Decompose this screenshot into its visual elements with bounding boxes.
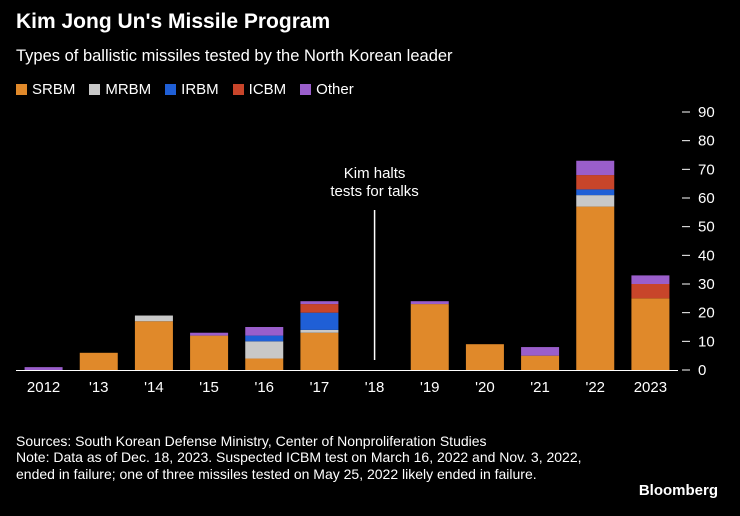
bar-segment-other	[300, 301, 339, 305]
bar-segment-other	[521, 347, 560, 356]
x-tick-label: '20	[475, 379, 495, 396]
bar-segment-mrbm	[300, 329, 339, 333]
bar-segment-other	[631, 275, 670, 284]
bar-segment-srbm	[631, 298, 670, 370]
legend-label-other: Other	[316, 81, 354, 98]
x-tick-label: 2012	[27, 379, 60, 396]
bar-segment-srbm	[465, 344, 504, 370]
y-tick-label: 60	[698, 190, 715, 207]
y-tick-label: 0	[698, 362, 706, 379]
bar-segment-srbm	[190, 335, 229, 370]
bar-segment-irbm	[300, 312, 339, 330]
y-tick-label: 30	[698, 276, 715, 293]
bar-segment-other	[410, 301, 449, 305]
legend-swatch-irbm	[165, 84, 177, 95]
bar-segment-srbm	[300, 332, 339, 370]
x-tick-label: '21	[530, 379, 550, 396]
legend-item-srbm: SRBM	[16, 81, 75, 98]
legend-item-irbm: IRBM	[165, 81, 219, 98]
legend-item-mrbm: MRBM	[89, 81, 151, 98]
y-tick-label: 20	[698, 305, 715, 322]
bar-segment-icbm	[631, 284, 670, 299]
y-tick-label: 50	[698, 219, 715, 236]
y-tick-label: 70	[698, 161, 715, 178]
annotation-text: tests for talks	[330, 183, 418, 200]
bar-segment-irbm	[576, 189, 615, 196]
x-tick-label: '18	[365, 379, 385, 396]
bar-segment-srbm	[245, 358, 284, 370]
y-tick-label: 10	[698, 333, 715, 350]
bar-segment-icbm	[300, 304, 339, 313]
bar-segment-other	[24, 367, 63, 370]
bar-segment-mrbm	[134, 315, 173, 322]
legend-swatch-srbm	[16, 84, 27, 95]
legend-label-mrbm: MRBM	[105, 81, 152, 98]
x-tick-label: '19	[420, 379, 440, 396]
bar-segment-srbm	[410, 304, 449, 370]
bar-segment-other	[190, 332, 229, 336]
x-tick-label: '14	[144, 379, 164, 396]
bar-segment-srbm	[576, 206, 615, 370]
bar-segment-srbm	[521, 355, 560, 370]
x-tick-label: '15	[199, 379, 219, 396]
bar-segment-mrbm	[245, 341, 284, 359]
footer-notes: Sources: South Korean Defense Ministry, …	[16, 433, 606, 482]
y-tick-label: 90	[698, 104, 715, 121]
legend-label-srbm: SRBM	[32, 81, 76, 98]
bar-segment-srbm	[134, 321, 173, 370]
legend: SRBM MRBM IRBM ICBM Other	[16, 81, 368, 98]
x-tick-label: '16	[254, 379, 274, 396]
chart-title: Kim Jong Un's Missile Program	[16, 10, 331, 33]
legend-swatch-other	[300, 84, 312, 95]
legend-item-icbm: ICBM	[232, 81, 287, 98]
bar-segment-icbm	[576, 175, 615, 190]
sources-text: Sources: South Korean Defense Ministry, …	[16, 433, 487, 449]
legend-swatch-icbm	[232, 84, 244, 95]
bar-segment-other	[245, 327, 284, 336]
legend-swatch-mrbm	[89, 84, 101, 95]
legend-item-other: Other	[300, 81, 354, 98]
y-tick-label: 40	[698, 247, 715, 264]
legend-label-icbm: ICBM	[248, 81, 287, 98]
x-tick-label: '13	[89, 379, 109, 396]
x-tick-label: '17	[310, 379, 330, 396]
note-text: Note: Data as of Dec. 18, 2023. Suspecte…	[16, 449, 586, 482]
annotation-text: Kim halts	[344, 165, 406, 182]
x-tick-label: '22	[585, 379, 605, 396]
bloomberg-logo: Bloomberg	[638, 482, 718, 499]
bar-segment-srbm	[79, 352, 118, 370]
bar-segment-irbm	[245, 335, 284, 342]
bar-segment-other	[576, 160, 615, 176]
bar-segment-mrbm	[576, 195, 615, 207]
legend-label-irbm: IRBM	[181, 81, 219, 98]
y-tick-label: 80	[698, 133, 715, 150]
chart-subtitle: Types of ballistic missiles tested by th…	[16, 47, 453, 65]
x-tick-label: 2023	[634, 379, 667, 396]
stacked-bar-chart: 0 10 20 30 40 50 60 70 80 90 2012 '13 '14 '15 '16 '17 '1…	[16, 104, 715, 396]
